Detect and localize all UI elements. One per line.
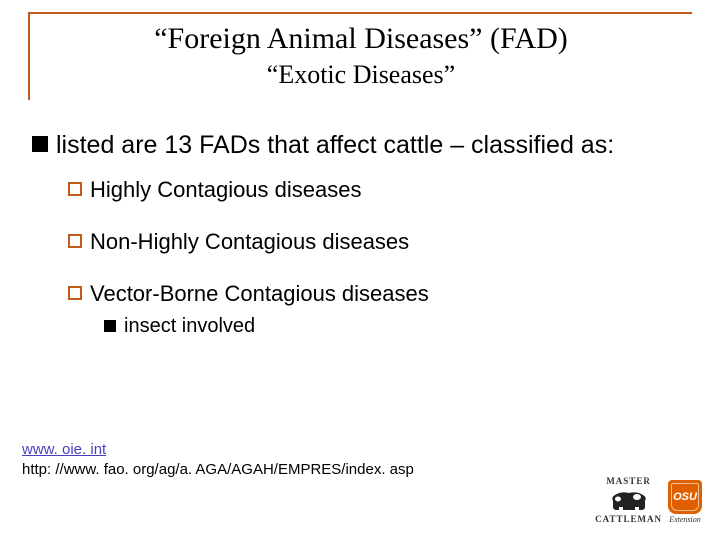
osu-shield-icon: OSU [668,480,702,514]
bullet-text: Highly Contagious diseases [90,177,362,203]
square-bullet-icon [32,136,48,152]
footer-logos: MASTER CATTLEMAN OSU Extension [595,476,702,524]
title-box: “Foreign Animal Diseases” (FAD) “Exotic … [28,12,692,100]
bullet-level2: Vector-Borne Contagious diseases [68,281,692,307]
slide-subtitle: “Exotic Diseases” [30,60,692,90]
cow-icon [607,487,651,513]
extension-text: Extension [669,515,701,524]
link-fao[interactable]: http: //www. fao. org/ag/a. AGA/AGAH/EMP… [22,460,414,480]
logo-text-bottom: CATTLEMAN [595,514,662,524]
osu-text: OSU [673,491,697,503]
bullet-text: Vector-Borne Contagious diseases [90,281,429,307]
bullet-level2: Non-Highly Contagious diseases [68,229,692,255]
square-bullet-icon [104,320,116,332]
slide-title: “Foreign Animal Diseases” (FAD) [30,22,692,56]
bullet-text: listed are 13 FADs that affect cattle – … [56,130,614,161]
hollow-square-icon [68,234,82,248]
bullet-level3: insect involved [104,315,692,338]
bullet-level2: Highly Contagious diseases [68,177,692,203]
master-cattleman-logo: MASTER CATTLEMAN [595,476,662,524]
osu-extension-logo: OSU Extension [668,480,702,524]
slide-content: listed are 13 FADs that affect cattle – … [32,130,692,356]
hollow-square-icon [68,182,82,196]
bullet-level1: listed are 13 FADs that affect cattle – … [32,130,692,161]
reference-links: www. oie. int http: //www. fao. org/ag/a… [22,440,414,481]
hollow-square-icon [68,286,82,300]
bullet-text: Non-Highly Contagious diseases [90,229,409,255]
logo-text-top: MASTER [595,476,662,486]
bullet-text: insect involved [124,315,255,338]
link-oie[interactable]: www. oie. int [22,440,414,460]
